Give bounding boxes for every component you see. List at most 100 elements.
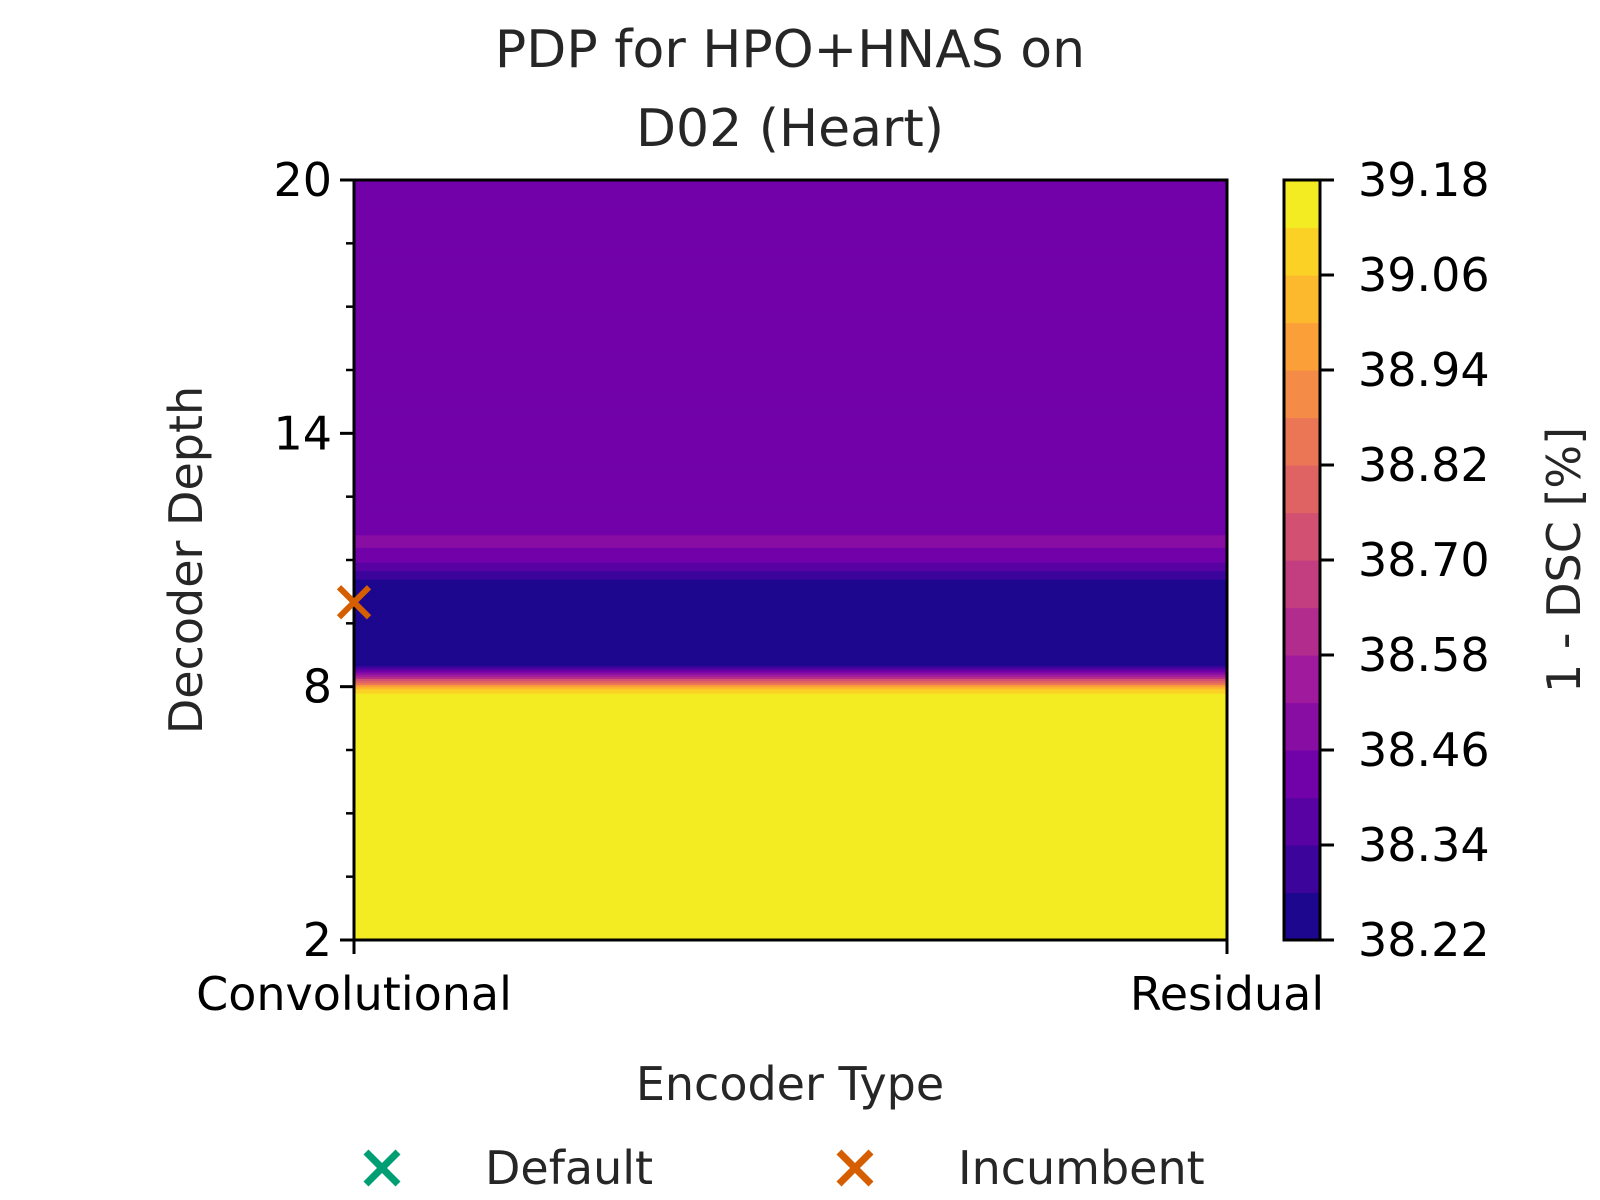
heatmap-band bbox=[354, 346, 1227, 350]
heatmap-band bbox=[354, 285, 1227, 289]
heatmap-band bbox=[354, 201, 1227, 204]
heatmap-band bbox=[354, 921, 1227, 924]
heatmap-band bbox=[354, 887, 1227, 890]
heatmap-band bbox=[354, 555, 1227, 559]
heatmap-band bbox=[354, 783, 1227, 787]
heatmap-band bbox=[354, 899, 1227, 903]
heatmap-band bbox=[354, 606, 1227, 610]
y-axis: 2 8 14 20 bbox=[273, 153, 354, 967]
heatmap-band bbox=[354, 332, 1227, 335]
colorbar-level bbox=[1284, 227, 1320, 276]
heatmap-band bbox=[354, 441, 1227, 445]
heatmap-band bbox=[354, 541, 1227, 544]
heatmap-band bbox=[354, 617, 1227, 620]
heatmap-band bbox=[354, 477, 1227, 481]
heatmap-band bbox=[354, 891, 1227, 895]
colorbar-tick-label: 38.34 bbox=[1358, 818, 1490, 872]
heatmap-band bbox=[354, 239, 1227, 242]
heatmap-band bbox=[354, 756, 1227, 760]
heatmap-band bbox=[354, 621, 1227, 624]
heatmap-band bbox=[354, 758, 1227, 762]
heatmap-band bbox=[354, 473, 1227, 477]
colorbar-tick-label: 38.58 bbox=[1358, 628, 1490, 682]
heatmap-band bbox=[354, 714, 1227, 717]
heatmap-band bbox=[354, 245, 1227, 249]
heatmap-band bbox=[354, 585, 1227, 589]
heatmap-band bbox=[354, 296, 1227, 299]
legend: Default Incumbent bbox=[363, 1141, 1205, 1195]
heatmap-band bbox=[354, 408, 1227, 411]
heatmap-band bbox=[354, 918, 1227, 922]
heatmap-band bbox=[354, 737, 1227, 741]
heatmap-band bbox=[354, 553, 1227, 557]
heatmap-band bbox=[354, 422, 1227, 426]
heatmap-band bbox=[354, 574, 1227, 578]
heatmap-band bbox=[354, 475, 1227, 479]
heatmap-band bbox=[354, 420, 1227, 424]
colorbar-tick-label: 39.18 bbox=[1358, 153, 1490, 207]
heatmap-band bbox=[354, 414, 1227, 418]
heatmap-band bbox=[354, 842, 1227, 846]
heatmap-band bbox=[354, 281, 1227, 285]
heatmap-band bbox=[354, 745, 1227, 749]
heatmap-band bbox=[354, 275, 1227, 278]
heatmap-band bbox=[354, 213, 1227, 217]
heatmap-band bbox=[354, 182, 1227, 185]
heatmap-band bbox=[354, 701, 1227, 705]
y-tick-label: 8 bbox=[303, 660, 332, 714]
heatmap-band bbox=[354, 669, 1227, 673]
heatmap-band bbox=[354, 855, 1227, 859]
heatmap-band bbox=[354, 916, 1227, 920]
heatmap-band bbox=[354, 811, 1227, 814]
incumbent-marker bbox=[336, 585, 372, 620]
heatmap-band bbox=[354, 785, 1227, 789]
heatmap-band bbox=[354, 667, 1227, 671]
heatmap-band bbox=[354, 391, 1227, 394]
heatmap-band bbox=[354, 524, 1227, 527]
heatmap-band bbox=[354, 652, 1227, 656]
colorbar-tick-label: 39.06 bbox=[1358, 248, 1490, 302]
heatmap-band bbox=[354, 448, 1227, 451]
heatmap-band bbox=[354, 910, 1227, 914]
heatmap-band bbox=[354, 543, 1227, 546]
heatmap-band bbox=[354, 207, 1227, 211]
heatmap-band bbox=[354, 184, 1227, 187]
colorbar-tick-label: 38.82 bbox=[1358, 438, 1490, 492]
heatmap-band bbox=[354, 266, 1227, 270]
heatmap-band bbox=[354, 382, 1227, 386]
heatmap-band bbox=[354, 923, 1227, 926]
incumbent-legend-marker bbox=[836, 1149, 874, 1187]
heatmap-band bbox=[354, 363, 1227, 367]
heatmap-band bbox=[354, 268, 1227, 272]
colorbar: 38.22 38.34 38.46 38.58 38.70 38.82 38.94 39.06… bbox=[1282, 153, 1490, 967]
heatmap-band bbox=[354, 602, 1227, 605]
heatmap-band bbox=[354, 536, 1227, 540]
heatmap-band bbox=[354, 528, 1227, 532]
heatmap-band bbox=[354, 644, 1227, 648]
heatmap-band bbox=[354, 401, 1227, 405]
heatmap-band bbox=[354, 697, 1227, 700]
heatmap-band bbox=[354, 726, 1227, 730]
chart-title-line-1: PDP for HPO+HNAS on bbox=[495, 20, 1085, 80]
colorbar-level bbox=[1284, 560, 1320, 609]
heatmap-band bbox=[354, 304, 1227, 308]
heatmap-band bbox=[354, 705, 1227, 709]
heatmap-band bbox=[354, 357, 1227, 361]
heatmap-band bbox=[354, 218, 1227, 221]
heatmap-band bbox=[354, 771, 1227, 774]
heatmap-band bbox=[354, 642, 1227, 646]
heatmap-band bbox=[354, 809, 1227, 812]
heatmap-band bbox=[354, 619, 1227, 622]
heatmap-band bbox=[354, 342, 1227, 346]
heatmap-band bbox=[354, 690, 1227, 694]
heatmap-band bbox=[354, 849, 1227, 852]
heatmap-band bbox=[354, 598, 1227, 601]
heatmap-band bbox=[354, 579, 1227, 582]
heatmap-band bbox=[354, 629, 1227, 633]
heatmap-band bbox=[354, 435, 1227, 439]
heatmap-band bbox=[354, 348, 1227, 352]
heatmap-band bbox=[354, 446, 1227, 449]
heatmap-band bbox=[354, 243, 1227, 247]
heatmap-band bbox=[354, 532, 1227, 536]
heatmap-band bbox=[354, 640, 1227, 643]
